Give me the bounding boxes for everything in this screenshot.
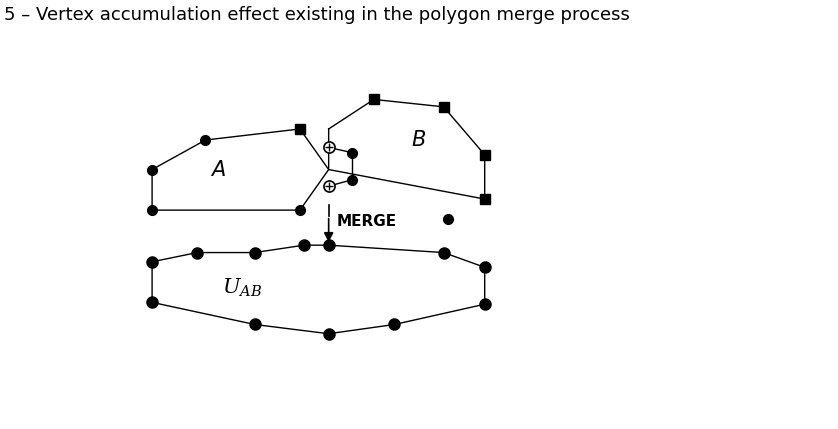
Text: 5 – Vertex accumulation effect existing in the polygon merge process: 5 – Vertex accumulation effect existing … <box>4 6 630 24</box>
Text: B: B <box>411 130 427 150</box>
Text: A: A <box>210 160 225 180</box>
Text: $U_{AB}$: $U_{AB}$ <box>222 276 262 299</box>
Text: MERGE: MERGE <box>337 214 397 229</box>
